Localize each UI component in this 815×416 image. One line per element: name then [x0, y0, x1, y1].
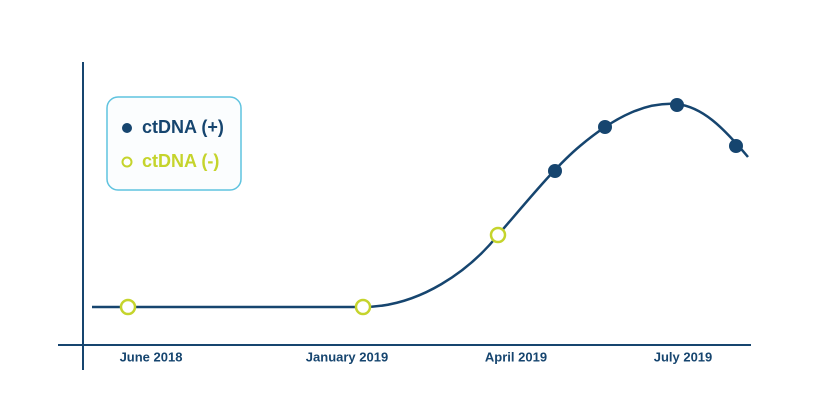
positive-points	[548, 98, 743, 178]
point-positive	[729, 139, 743, 153]
x-label: July 2019	[654, 349, 713, 364]
point-positive	[670, 98, 684, 112]
x-label: January 2019	[306, 349, 388, 364]
x-label: June 2018	[120, 349, 183, 364]
point-positive	[548, 164, 562, 178]
legend-box	[106, 96, 242, 191]
negative-points	[119, 226, 507, 316]
point-negative	[119, 298, 137, 316]
legend-label: ctDNA (+)	[142, 117, 224, 137]
point-positive	[598, 120, 612, 134]
x-label: April 2019	[485, 349, 547, 364]
trend-curve	[92, 102, 749, 309]
legend-marker	[121, 156, 133, 168]
point-negative	[354, 298, 372, 316]
legend-label: ctDNA (-)	[142, 151, 219, 171]
point-negative	[489, 226, 507, 244]
legend-marker	[122, 123, 132, 133]
